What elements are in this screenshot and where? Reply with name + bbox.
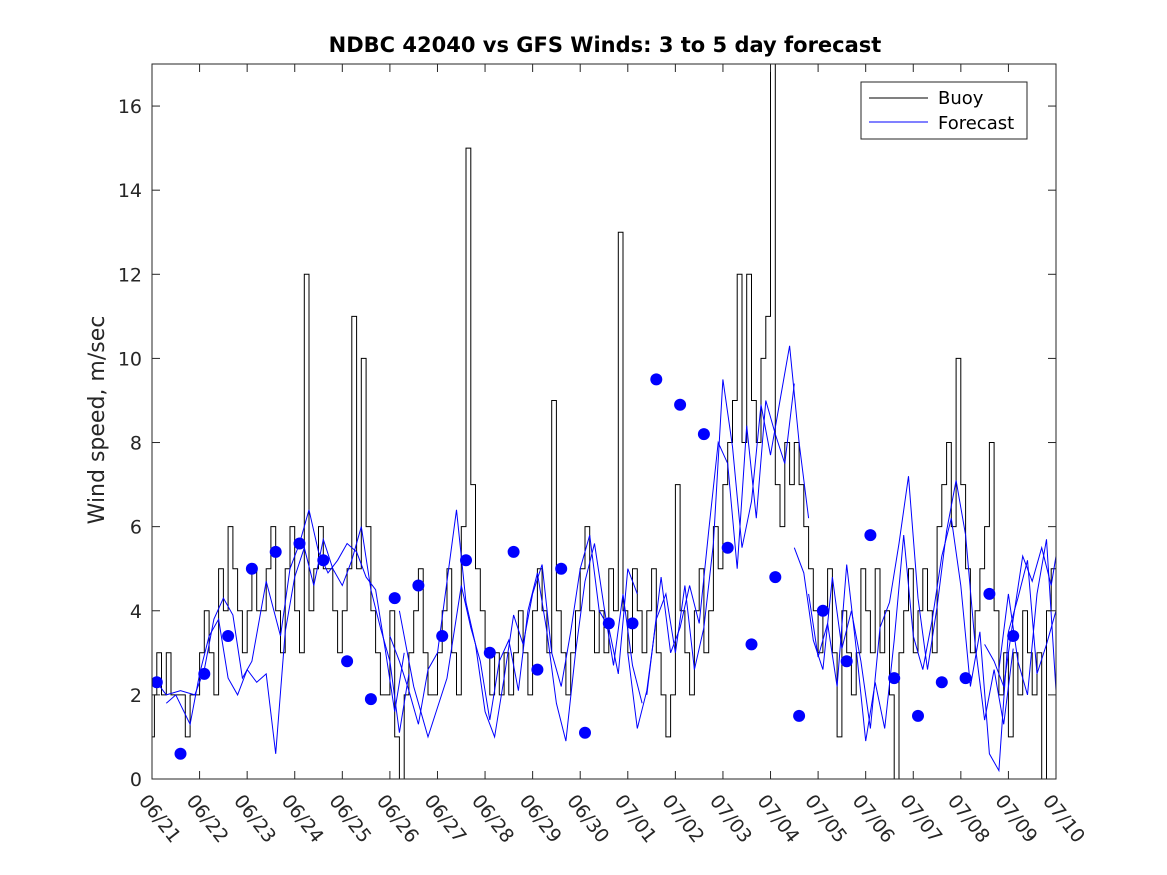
y-tick-label: 8 (130, 433, 142, 455)
y-tick-label: 4 (130, 601, 142, 623)
forecast-marker (816, 604, 829, 617)
forecast-marker (174, 747, 187, 760)
forecast-marker (388, 592, 401, 605)
y-tick-label: 6 (130, 517, 142, 539)
y-tick-label: 16 (118, 96, 142, 118)
forecast-marker (245, 562, 258, 575)
x-tick-label: 06/26 (372, 791, 423, 848)
series-forecast-line (627, 345, 810, 729)
y-tick-label: 14 (118, 180, 142, 202)
x-tick-label: 06/29 (515, 791, 566, 848)
x-tick-label: 06/25 (324, 791, 375, 848)
x-tick-label: 07/05 (800, 791, 851, 848)
forecast-marker (364, 693, 377, 706)
x-tick-label: 07/01 (610, 791, 661, 848)
x-tick-label: 07/03 (705, 791, 756, 848)
forecast-marker (721, 541, 734, 554)
forecast-marker (864, 529, 877, 542)
legend: Buoy Forecast (860, 81, 1028, 140)
forecast-marker (888, 672, 901, 685)
y-tick-label: 10 (118, 348, 142, 370)
forecast-marker (341, 655, 354, 668)
axes: 024681012141606/2106/2206/2306/2406/2506… (118, 63, 1089, 848)
forecast-marker (935, 676, 948, 689)
axes-box (151, 63, 1057, 780)
legend-label-buoy: Buoy (938, 88, 984, 109)
series-forecast-line (165, 526, 410, 754)
x-tick-label: 06/21 (134, 791, 185, 848)
forecast-marker (152, 676, 163, 689)
x-tick-label: 07/02 (657, 791, 708, 848)
series-buoy-line (152, 64, 1056, 779)
x-tick-label: 07/10 (1038, 791, 1089, 848)
forecast-marker (602, 617, 615, 630)
chart-title: NDBC 42040 vs GFS Winds: 3 to 5 day fore… (329, 33, 882, 57)
series-forecast-line (389, 509, 638, 739)
legend-box (860, 81, 1028, 140)
plot-content (152, 64, 1056, 779)
forecast-marker (436, 630, 449, 642)
forecast-marker (959, 672, 972, 685)
y-tick-label: 2 (130, 685, 142, 707)
y-tick-label: 0 (130, 769, 142, 791)
x-tick-label: 07/07 (895, 791, 946, 848)
series-forecast-line (998, 539, 1056, 696)
forecast-marker (745, 638, 758, 651)
forecast-marker (555, 562, 568, 575)
forecast-marker (912, 709, 924, 722)
plot-area (152, 64, 1056, 779)
forecast-marker (697, 428, 710, 441)
x-tick-label: 07/04 (753, 791, 804, 848)
series-forecast-line (398, 543, 643, 742)
series-forecast-line (646, 383, 795, 695)
x-tick-label: 07/08 (943, 791, 994, 848)
forecast-marker (198, 667, 211, 680)
legend-label-forecast: Forecast (938, 113, 1014, 134)
y-axis-label: Wind speed, m/sec (85, 316, 110, 525)
x-tick-label: 06/23 (229, 791, 280, 848)
x-tick-label: 07/09 (990, 791, 1041, 848)
forecast-marker (412, 579, 425, 592)
x-tick-label: 06/24 (277, 791, 328, 848)
forecast-marker (674, 398, 687, 411)
forecast-marker (507, 545, 520, 558)
forecast-marker (317, 554, 330, 567)
x-tick-label: 07/06 (848, 791, 899, 848)
forecast-marker (483, 646, 496, 659)
series-forecast-line (793, 476, 1014, 729)
forecast-marker (269, 545, 282, 558)
series-forecast-line (984, 545, 1056, 687)
forecast-marker (579, 726, 591, 739)
forecast-marker (769, 571, 782, 584)
x-tick-label: 06/30 (562, 791, 613, 848)
forecast-marker (650, 373, 663, 386)
forecast-marker (293, 537, 306, 550)
forecast-marker (840, 655, 853, 668)
forecast-marker (460, 554, 472, 567)
y-tick-label: 12 (118, 264, 142, 286)
forecast-marker (983, 587, 996, 600)
forecast-marker (222, 630, 235, 642)
forecast-marker (1007, 630, 1020, 642)
forecast-marker (531, 663, 544, 676)
forecast-marker (626, 617, 639, 630)
forecast-marker (793, 709, 806, 722)
x-tick-label: 06/22 (182, 791, 233, 848)
x-tick-label: 06/28 (467, 791, 518, 848)
x-tick-label: 06/27 (420, 791, 471, 848)
